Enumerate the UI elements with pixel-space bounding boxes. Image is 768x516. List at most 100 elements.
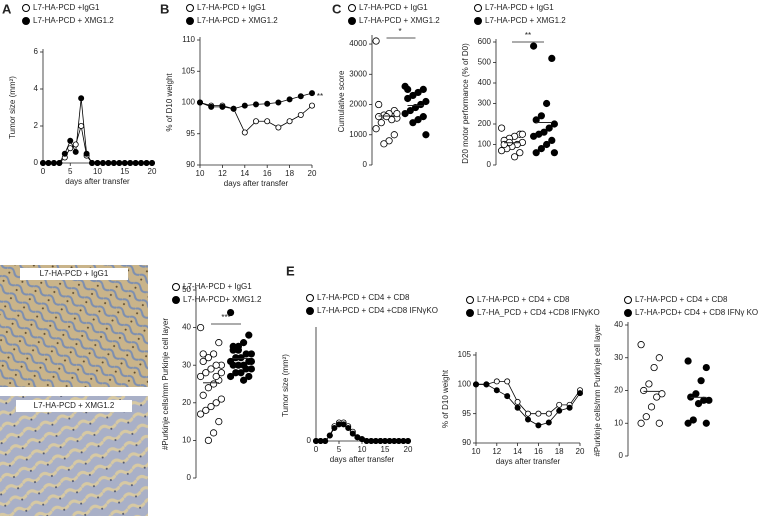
y-tick-label: 95 — [186, 129, 195, 138]
data-point — [83, 150, 90, 157]
data-point — [504, 378, 511, 385]
data-point — [219, 103, 226, 110]
data-point — [406, 106, 414, 115]
data-point — [89, 159, 96, 166]
legend-marker — [22, 4, 30, 12]
data-point — [326, 432, 333, 439]
data-point — [550, 120, 559, 128]
x-tick-label: 5 — [68, 167, 73, 176]
x-axis-label: days after transfer — [496, 457, 561, 466]
data-point — [655, 354, 663, 362]
data-point — [514, 398, 521, 405]
data-point — [297, 112, 304, 119]
y-tick-label: 20 — [182, 398, 191, 407]
y-axis-label: Cumulative score — [337, 70, 346, 132]
data-point — [393, 109, 401, 118]
x-tick-label: 0 — [41, 167, 46, 176]
x-tick-label: 12 — [218, 169, 227, 178]
legend-marker — [348, 4, 356, 12]
histology-image — [0, 265, 148, 387]
data-point — [529, 132, 538, 140]
data-point — [694, 399, 703, 408]
data-point — [380, 140, 388, 148]
data-point — [548, 136, 556, 144]
annotation: ** — [317, 92, 323, 101]
data-point — [242, 350, 250, 358]
data-point — [409, 91, 417, 100]
data-point — [640, 386, 648, 395]
panel-label: E — [286, 263, 295, 278]
legend-label: L7-HA-PCD + IgG1 — [485, 3, 554, 12]
x-tick-label: 20 — [308, 169, 317, 178]
y-tick-label: 40 — [614, 320, 623, 329]
data-point — [204, 354, 212, 362]
y-tick-label: 100 — [182, 98, 196, 107]
data-point — [504, 393, 511, 400]
data-point — [202, 369, 210, 377]
legend-marker — [624, 296, 632, 304]
data-point — [197, 372, 205, 381]
data-point — [212, 361, 220, 369]
data-point — [217, 369, 225, 377]
annotation: *** — [221, 313, 230, 322]
data-point — [252, 118, 259, 125]
data-point — [40, 159, 47, 166]
x-tick-label: 20 — [576, 447, 585, 456]
legend-label: L7-HA-PCD+ XMG1.2 — [183, 295, 262, 304]
legend-marker — [306, 294, 314, 302]
data-point — [232, 354, 240, 362]
data-point — [550, 149, 559, 157]
data-point — [241, 129, 248, 136]
legend-label: L7-HA-PCD + CD4 + CD8 — [317, 293, 410, 302]
annotation: * — [398, 27, 401, 36]
data-point — [197, 410, 205, 418]
data-point — [537, 145, 546, 153]
y-tick-label: 400 — [478, 78, 492, 87]
data-point — [414, 88, 422, 97]
data-point — [345, 425, 352, 432]
x-axis-label: days after transfer — [65, 177, 130, 186]
legend-label: L7-HA-PCD + XMG1.2 — [33, 16, 114, 25]
data-point — [229, 342, 237, 350]
y-tick-label: 110 — [182, 35, 195, 44]
data-point — [286, 96, 293, 103]
legend-marker — [474, 4, 482, 12]
data-point — [148, 159, 155, 166]
data-point — [658, 390, 666, 398]
data-point — [232, 369, 240, 377]
legend-marker — [22, 17, 30, 25]
data-point — [207, 365, 215, 373]
y-tick-label: 0 — [307, 436, 312, 445]
x-tick-label: 20 — [404, 445, 413, 454]
data-point — [545, 410, 552, 417]
legend-marker — [474, 17, 482, 25]
data-point — [78, 123, 85, 130]
data-point — [215, 417, 223, 426]
legend-label: L7-HA-PCD + CD4 +CD8 IFNγKO — [317, 306, 438, 315]
series-line — [43, 98, 152, 164]
y-tick-label: 100 — [478, 140, 492, 149]
data-point — [143, 159, 150, 166]
data-point — [525, 416, 532, 423]
y-tick-label: 4000 — [349, 39, 367, 48]
data-point — [227, 372, 235, 381]
data-point — [556, 407, 563, 414]
data-point — [230, 105, 237, 112]
data-point — [245, 331, 253, 339]
legend-label: L7-HA-PCD + XMG1.2 — [197, 16, 278, 25]
data-point — [542, 99, 551, 108]
data-point — [645, 380, 653, 388]
data-point — [532, 149, 540, 157]
y-tick-label: 40 — [182, 323, 191, 332]
y-tick-label: 0 — [487, 160, 492, 169]
data-point — [497, 124, 506, 132]
y-tick-label: 500 — [478, 58, 492, 67]
data-point — [208, 103, 215, 110]
x-tick-label: 10 — [196, 169, 205, 178]
data-point — [116, 159, 123, 166]
legend-label: L7-HA-PCD+ CD4 + CD8 IFNγ KO — [635, 308, 758, 317]
legend-marker — [624, 309, 632, 317]
data-point — [121, 159, 128, 166]
data-point — [472, 381, 479, 388]
